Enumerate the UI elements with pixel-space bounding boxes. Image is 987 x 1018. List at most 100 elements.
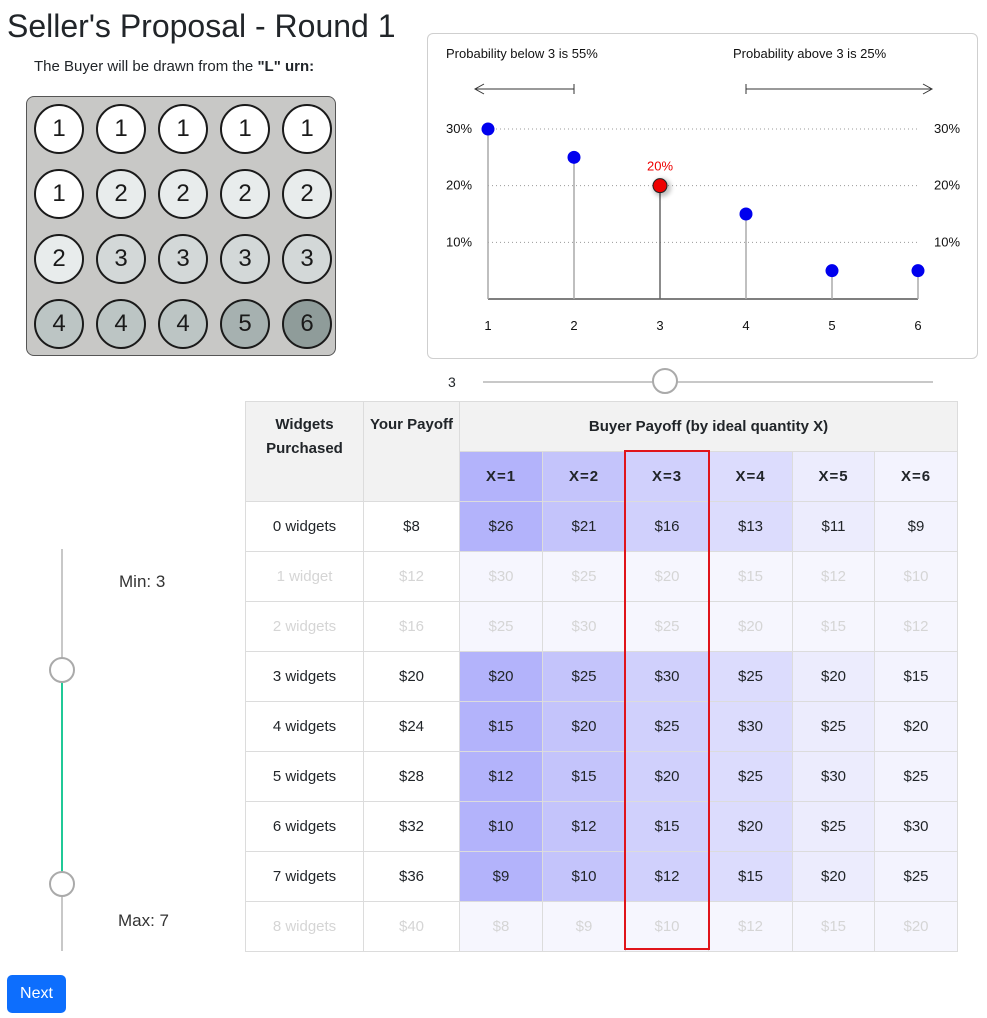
row-widgets-label: 2 widgets [245, 601, 364, 652]
x-tick-label: 3 [656, 318, 663, 333]
row-widgets-label: 4 widgets [245, 701, 364, 752]
table-row: 3 widgets $20 $20 $25 $30 $25 $20 $15 [245, 651, 958, 702]
range-min-handle[interactable] [49, 657, 75, 683]
range-max-handle[interactable] [49, 871, 75, 897]
table-row: 1 widget $12 $30 $25 $20 $15 $12 $10 [245, 551, 958, 602]
row-widgets-label: 6 widgets [245, 801, 364, 852]
buyer-payoff-cell: $25 [625, 701, 709, 752]
urn-ball: 1 [158, 104, 208, 154]
buyer-payoff-cell: $20 [542, 701, 626, 752]
row-your-payoff: $36 [363, 851, 460, 902]
buyer-payoff-cell: $16 [625, 501, 709, 552]
chart-annotation-left: Probability below 3 is 55% [446, 46, 598, 61]
urn-ball: 2 [220, 169, 270, 219]
range-max-label: Max: 7 [118, 911, 170, 930]
buyer-payoff-cell: $20 [792, 651, 875, 702]
buyer-payoff-cell: $21 [542, 501, 626, 552]
buyer-payoff-cell: $10 [459, 801, 543, 852]
table-row: 7 widgets $36 $9 $10 $12 $15 $20 $25 [245, 851, 958, 902]
buyer-payoff-cell: $12 [708, 901, 793, 952]
x-tick-label: 1 [484, 318, 491, 333]
data-point [652, 178, 668, 194]
urn-ball: 1 [34, 169, 84, 219]
buyer-payoff-cell: $26 [459, 501, 543, 552]
buyer-payoff-cell: $25 [542, 651, 626, 702]
page-title: Seller's Proposal - Round 1 [7, 8, 396, 44]
x-tick-label: 4 [742, 318, 749, 333]
x-header-2: X=2 [542, 451, 626, 502]
buyer-slider-handle[interactable] [652, 368, 678, 394]
row-your-payoff: $40 [363, 901, 460, 952]
buyer-payoff-cell: $20 [625, 751, 709, 802]
urn-ball: 3 [158, 234, 208, 284]
widget-range-slider[interactable]: Min: 3 Max: 7 [30, 549, 230, 951]
buyer-payoff-cell: $30 [625, 651, 709, 702]
buyer-payoff-cell: $9 [542, 901, 626, 952]
x-tick-label: 6 [914, 318, 921, 333]
buyer-payoff-cell: $30 [542, 601, 626, 652]
buyer-payoff-cell: $20 [459, 651, 543, 702]
buyer-payoff-cell: $12 [792, 551, 875, 602]
range-track-selected[interactable] [61, 670, 63, 884]
next-button[interactable]: Next [7, 975, 66, 1013]
buyer-payoff-cell: $25 [542, 551, 626, 602]
x-header-3: X=3 [625, 451, 709, 502]
urn-ball: 6 [282, 299, 332, 349]
data-point [825, 264, 839, 278]
x-header-4: X=4 [708, 451, 793, 502]
buyer-payoff-cell: $25 [874, 751, 958, 802]
table-row: 8 widgets $40 $8 $9 $10 $12 $15 $20 [245, 901, 958, 952]
buyer-payoff-cell: $10 [625, 901, 709, 952]
urn-caption: The Buyer will be drawn from the "L" urn… [34, 58, 314, 76]
buyer-payoff-cell: $25 [792, 801, 875, 852]
urn-ball: 1 [220, 104, 270, 154]
buyer-payoff-cell: $20 [874, 701, 958, 752]
buyer-payoff-cell: $8 [459, 901, 543, 952]
x-header-1: X=1 [459, 451, 543, 502]
buyer-payoff-cell: $15 [708, 851, 793, 902]
buyer-payoff-cell: $12 [459, 751, 543, 802]
buyer-payoff-cell: $9 [459, 851, 543, 902]
row-your-payoff: $24 [363, 701, 460, 752]
buyer-payoff-cell: $30 [874, 801, 958, 852]
y-tick-label-right: 20% [934, 178, 960, 193]
buyer-payoff-cell: $15 [625, 801, 709, 852]
range-track-lower[interactable] [61, 884, 63, 951]
row-your-payoff: $32 [363, 801, 460, 852]
data-point [481, 122, 495, 136]
buyer-payoff-cell: $11 [792, 501, 875, 552]
highlight-data-label: 20% [647, 159, 673, 174]
row-your-payoff: $28 [363, 751, 460, 802]
buyer-payoff-cell: $20 [625, 551, 709, 602]
row-widgets-label: 1 widget [245, 551, 364, 602]
table-row: 6 widgets $32 $10 $12 $15 $20 $25 $30 [245, 801, 958, 852]
probability-chart-svg: Probability below 3 is 55% Probability ab… [446, 46, 960, 333]
urn-name: "L" urn: [257, 58, 315, 75]
urn-ball: 3 [220, 234, 270, 284]
y-tick-label-left: 10% [446, 234, 472, 249]
row-widgets-label: 8 widgets [245, 901, 364, 952]
x-tick-label: 5 [828, 318, 835, 333]
col-header-buyer-payoff: Buyer Payoff (by ideal quantity X) [459, 401, 958, 452]
row-your-payoff: $16 [363, 601, 460, 652]
urn-ball: 2 [282, 169, 332, 219]
row-your-payoff: $12 [363, 551, 460, 602]
range-track-upper[interactable] [61, 549, 63, 670]
table-row: 5 widgets $28 $12 $15 $20 $25 $30 $25 [245, 751, 958, 802]
range-min-label: Min: 3 [119, 572, 166, 591]
buyer-payoff-cell: $25 [625, 601, 709, 652]
col-header-widgets: Widgets Purchased [245, 401, 364, 502]
buyer-payoff-cell: $12 [542, 801, 626, 852]
buyer-slider-track[interactable] [483, 381, 933, 383]
buyer-payoff-cell: $15 [542, 751, 626, 802]
urn-ball: 1 [34, 104, 84, 154]
buyer-quantity-slider[interactable]: 3 [440, 368, 940, 396]
chart-annotation-right: Probability above 3 is 25% [733, 46, 887, 61]
x-tick-label: 2 [570, 318, 577, 333]
urn-ball: 1 [282, 104, 332, 154]
y-tick-label-right: 10% [934, 234, 960, 249]
data-point [911, 264, 925, 278]
buyer-payoff-cell: $25 [874, 851, 958, 902]
buyer-payoff-cell: $12 [625, 851, 709, 902]
urn-ball: 2 [158, 169, 208, 219]
